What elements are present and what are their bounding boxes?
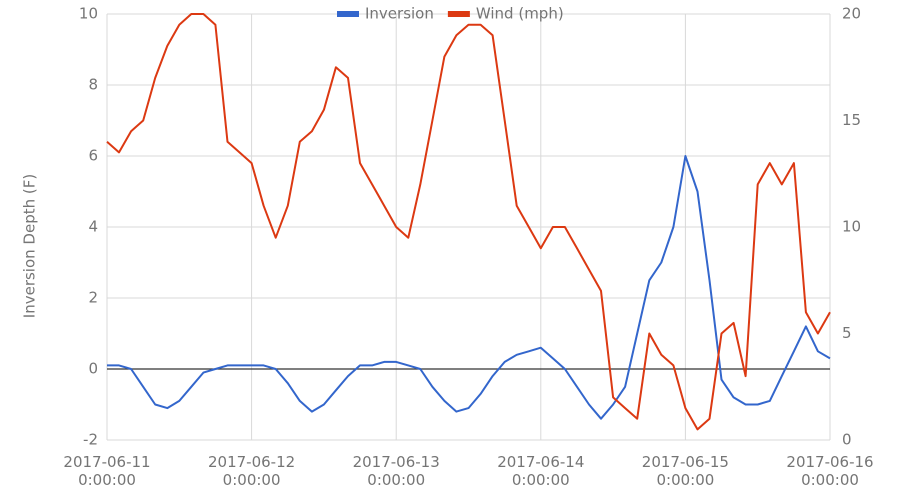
y-tick-label: 8 [88,76,98,94]
y-axis-title: Inversion Depth (F) [21,174,39,318]
x-tick-label: 2017-06-12 0:00:00 [208,453,295,489]
x-tick-label: 2017-06-13 0:00:00 [353,453,440,489]
x-tick-label: 2017-06-14 0:00:00 [497,453,584,489]
legend-item: Wind (mph) [447,5,564,23]
x-tick-label: 2017-06-15 0:00:00 [642,453,729,489]
y-tick-label: 10 [79,5,98,23]
legend-swatch [337,11,359,17]
y-tick-label: 6 [88,147,98,165]
legend-label: Inversion [365,5,434,23]
y-tick-label: 4 [88,218,98,236]
y-tick-label: 0 [88,360,98,378]
legend-label: Wind (mph) [476,5,564,23]
y-tick-label: -2 [83,431,98,449]
legend-swatch [447,11,470,17]
legend-item: Inversion [337,5,434,23]
x-tick-label: 2017-06-16 0:00:00 [786,453,873,489]
y2-tick-label: 15 [842,111,861,129]
series-line [106,13,831,431]
y2-tick-label: 5 [842,324,852,342]
x-tick-label: 2017-06-11 0:00:00 [63,453,150,489]
y2-tick-label: 10 [842,218,861,236]
y-tick-label: 2 [88,289,98,307]
series-line [107,155,831,420]
y2-tick-label: 0 [842,431,852,449]
y2-tick-label: 20 [842,5,861,23]
